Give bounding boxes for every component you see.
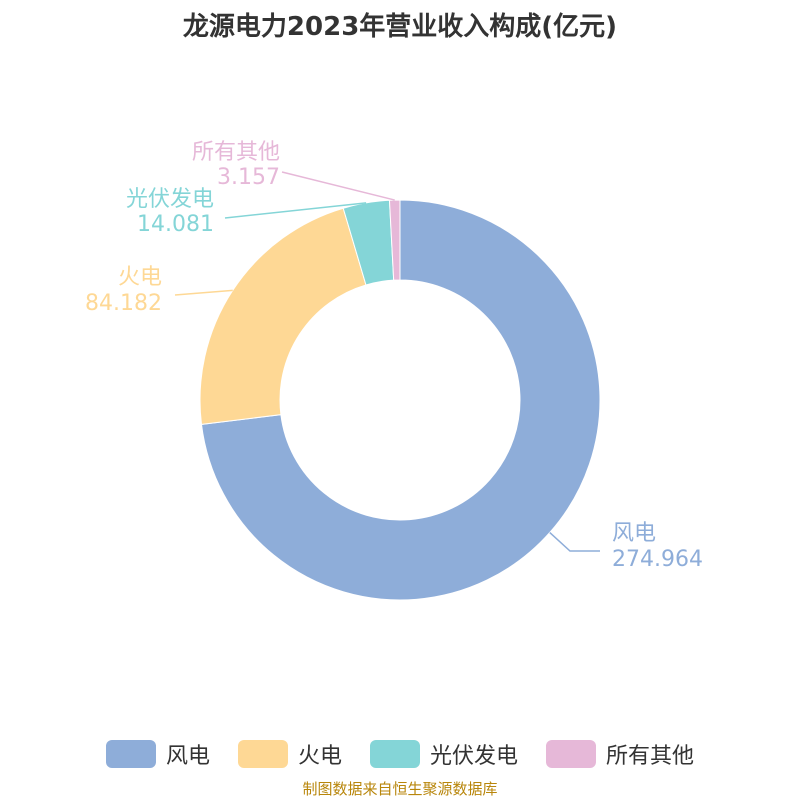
slice-label-value-solar: 14.081 xyxy=(137,212,214,237)
legend-swatch-thermal xyxy=(237,740,288,768)
leader-line-wind xyxy=(549,531,600,552)
slice-label-value-thermal: 84.182 xyxy=(85,291,162,316)
slice-label-name-thermal: 火电 xyxy=(118,265,162,290)
chart-title: 龙源电力2023年营业收入构成(亿元) xyxy=(182,12,618,42)
leader-line-solar xyxy=(224,202,367,219)
slice-label-name-solar: 光伏发电 xyxy=(126,187,214,212)
legend-swatch-solar xyxy=(370,740,420,768)
legend-item-other[interactable]: 所有其他 xyxy=(546,738,694,770)
legend-label-solar: 光伏发电 xyxy=(430,744,519,769)
slice-thermal[interactable] xyxy=(199,207,367,425)
slice-label-value-wind: 274.964 xyxy=(612,547,703,572)
leader-line-other xyxy=(281,171,395,201)
leader-line-thermal xyxy=(174,289,233,296)
legend-swatch-wind xyxy=(105,740,156,768)
legend-label-wind: 风电 xyxy=(165,744,210,769)
source-note: 制图数据来自恒生聚源数据库 xyxy=(302,780,498,798)
slice-label-name-other: 所有其他 xyxy=(192,140,280,165)
legend-item-thermal[interactable]: 火电 xyxy=(237,738,342,770)
leader-lines xyxy=(174,171,600,552)
legend-item-solar[interactable]: 光伏发电 xyxy=(370,738,518,770)
slice-wind[interactable] xyxy=(200,199,601,601)
slice-label-name-wind: 风电 xyxy=(612,521,656,546)
donut-slices xyxy=(199,199,601,601)
legend-label-thermal: 火电 xyxy=(297,744,342,769)
legend-item-wind[interactable]: 风电 xyxy=(105,738,210,770)
slice-label-value-other: 3.157 xyxy=(217,165,280,190)
legend-swatch-other xyxy=(546,740,597,768)
chart-legend: 风电 火电 光伏发电 所有其他 xyxy=(0,736,800,772)
legend-label-other: 所有其他 xyxy=(606,744,695,769)
